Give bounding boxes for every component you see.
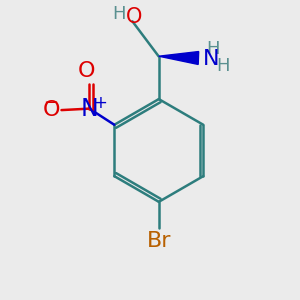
Text: N: N xyxy=(203,50,219,70)
Text: O: O xyxy=(78,61,95,81)
Text: H: H xyxy=(206,40,219,58)
Text: O: O xyxy=(43,100,60,120)
Text: N: N xyxy=(80,97,98,121)
Text: Br: Br xyxy=(147,231,171,251)
Text: −: − xyxy=(43,94,58,112)
Text: H: H xyxy=(216,57,230,75)
Polygon shape xyxy=(159,52,199,64)
Text: O: O xyxy=(126,7,142,27)
Text: H: H xyxy=(112,5,126,23)
Text: +: + xyxy=(94,94,107,112)
